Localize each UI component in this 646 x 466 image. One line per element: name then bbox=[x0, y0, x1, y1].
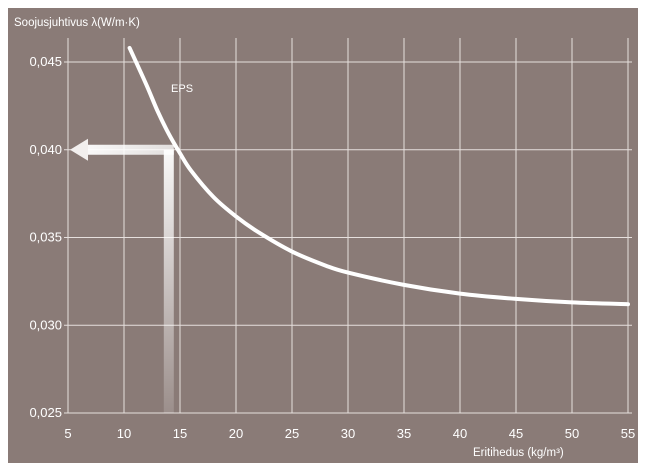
x-tick-label: 55 bbox=[621, 426, 635, 441]
x-tick-label: 15 bbox=[173, 426, 187, 441]
x-tick-label: 10 bbox=[117, 426, 131, 441]
y-tick-label: 0,025 bbox=[29, 405, 62, 420]
y-tick-label: 0,035 bbox=[29, 230, 62, 245]
x-tick-label: 25 bbox=[285, 426, 299, 441]
x-tick-label: 50 bbox=[565, 426, 579, 441]
y-tick-label: 0,030 bbox=[29, 317, 62, 332]
x-tick-label: 20 bbox=[229, 426, 243, 441]
y-tick-label: 0,045 bbox=[29, 54, 62, 69]
vertical-reading-arrow bbox=[163, 149, 174, 413]
y-axis-title: Soojusjuhtivus λ(W/m·K) bbox=[14, 17, 140, 29]
eps-curve bbox=[127, 45, 630, 307]
x-tick-label: 35 bbox=[397, 426, 411, 441]
x-tick-label: 30 bbox=[341, 426, 355, 441]
arrowhead-left bbox=[70, 138, 88, 161]
horizontal-reading-arrow bbox=[88, 144, 174, 155]
eps-thermal-conductivity-chart: 5 10 15 20 25 30 35 40 45 50 55 0,025 0,030 0,035 0,04… bbox=[14, 17, 635, 459]
x-tick-label: 40 bbox=[453, 426, 467, 441]
x-tick-label: 5 bbox=[64, 426, 71, 441]
x-axis-title: Eritihedus (kg/m³) bbox=[473, 447, 564, 459]
series-label-eps: EPS bbox=[171, 83, 193, 95]
chart-panel: 5 10 15 20 25 30 35 40 45 50 55 0,025 0,030 0,035 0,04… bbox=[8, 8, 638, 463]
x-tick-label: 45 bbox=[509, 426, 523, 441]
y-tick-label: 0,040 bbox=[29, 142, 62, 157]
